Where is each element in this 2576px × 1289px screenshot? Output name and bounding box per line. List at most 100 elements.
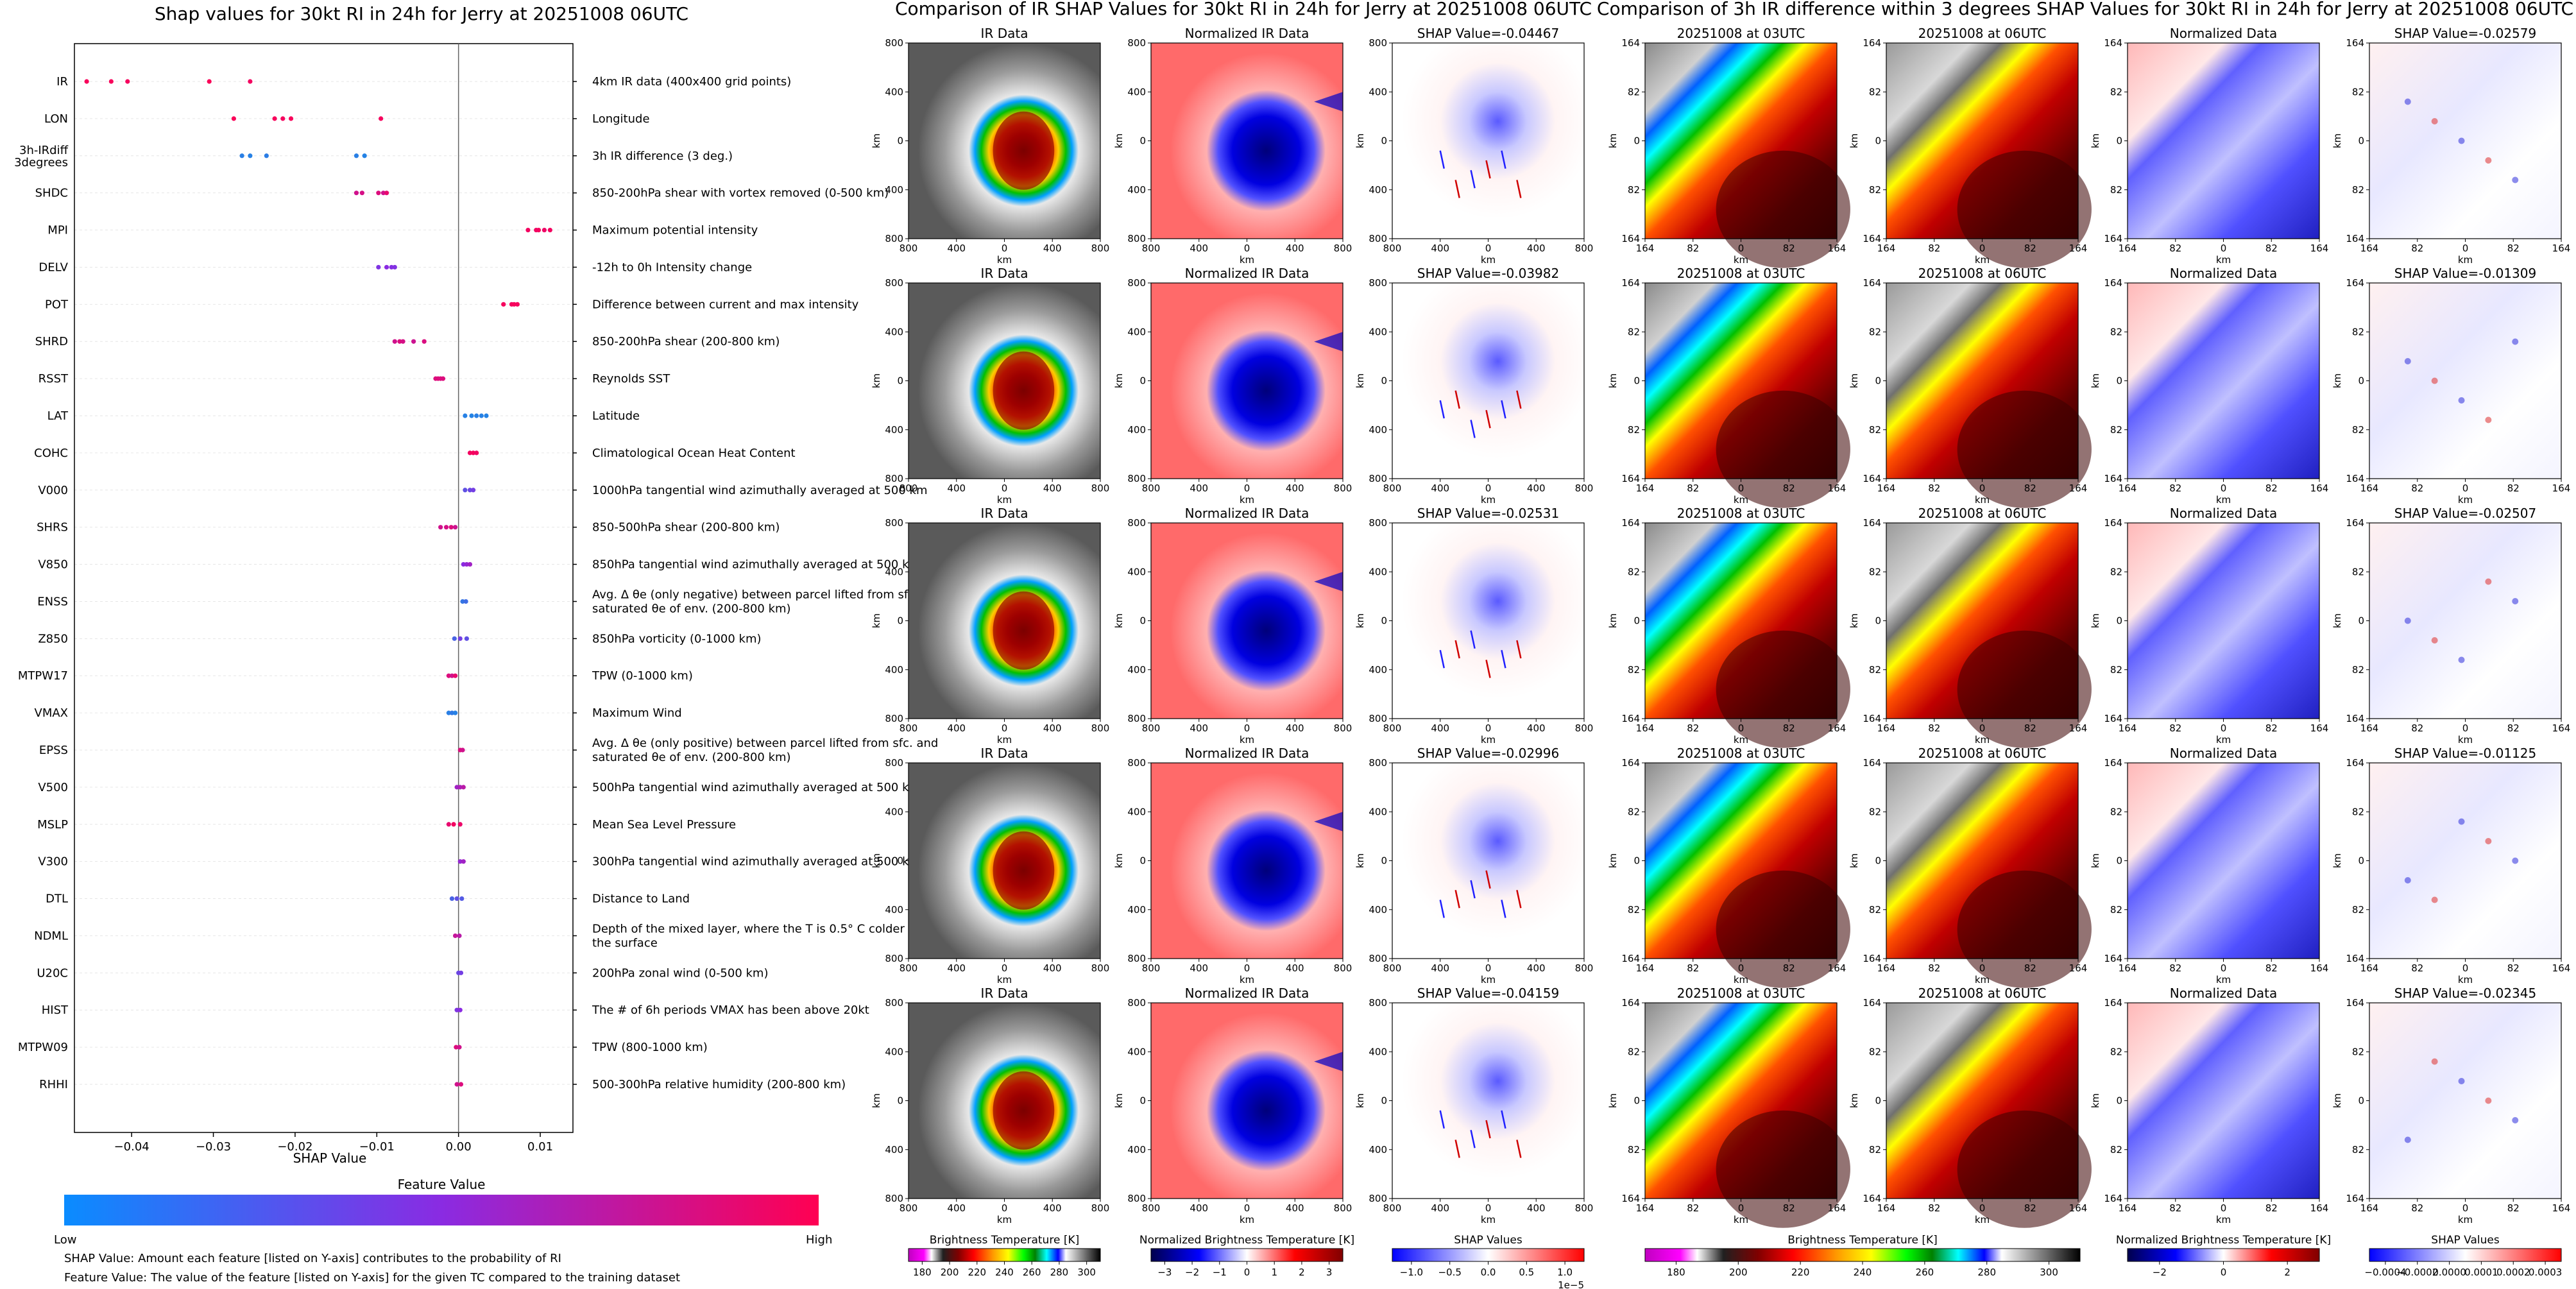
x-tick-label: 82 — [2265, 482, 2278, 494]
x-tick-label: 164 — [2310, 243, 2329, 254]
y-tick-label: 400 — [885, 566, 903, 577]
shap-point — [125, 79, 130, 84]
y-tick-label: 82 — [2352, 904, 2364, 916]
feature-description: 850hPa tangential wind azimuthally avera… — [592, 558, 920, 572]
y-axis-label: km — [1607, 853, 1619, 868]
y-tick-label: 400 — [1369, 424, 1387, 436]
heatmap-image — [2128, 43, 2319, 239]
shap-blob — [2458, 397, 2465, 404]
colorbar-tick-label: 240 — [995, 1267, 1014, 1278]
colorbar-label: Brightness Temperature [K] — [930, 1234, 1079, 1247]
y-tick-label: 82 — [2352, 664, 2364, 676]
shap-point — [454, 1007, 459, 1012]
y-tick-label: 82 — [2352, 86, 2364, 98]
x-tick-label: 400 — [1190, 1202, 1208, 1214]
y-tick-label: 400 — [1369, 806, 1387, 817]
y-tick-label: 400 — [885, 904, 903, 916]
shap-streak — [1516, 1140, 1522, 1158]
y-tick-label: 400 — [1127, 424, 1146, 436]
y-axis-label: km — [871, 853, 882, 868]
shap-streak — [1501, 900, 1506, 918]
shap-streak — [1516, 889, 1522, 909]
x-tick-label: 164 — [2069, 1202, 2088, 1214]
y-tick-label: 82 — [1628, 1046, 1640, 1057]
colorbar-tick-label: 240 — [1854, 1267, 1872, 1278]
shap-streak — [1470, 420, 1476, 438]
y-tick-label: 164 — [2104, 473, 2122, 484]
x-tick-label: 800 — [1575, 722, 1594, 734]
y-tick-label: 0 — [1875, 615, 1881, 627]
heatmap-image — [2369, 1003, 2561, 1199]
x-axis-label: km — [1240, 974, 1254, 986]
x-tick-label: 164 — [1828, 243, 1847, 254]
feature-description: Maximum potential intensity — [592, 224, 758, 237]
shap-streak — [1501, 150, 1506, 169]
feature-label: RHHI — [39, 1078, 68, 1091]
colorbar-gradient — [2127, 1248, 2320, 1262]
colorbar: Brightness Temperature [K] 180 200 220 240 26… — [1644, 1234, 2081, 1278]
shap-point — [359, 191, 364, 196]
y-tick-label: 800 — [885, 1193, 903, 1204]
y-tick-label: 400 — [1369, 904, 1387, 916]
x-tick-label: 164 — [2552, 722, 2571, 734]
shap-point — [457, 636, 463, 641]
colorbar-tick-label: 1.0 — [1557, 1267, 1573, 1278]
feature-description: Latitude — [592, 409, 640, 423]
x-tick-label: 0 — [1485, 482, 1492, 494]
shap-point — [474, 413, 479, 418]
x-tick-label: 82 — [1687, 243, 1699, 254]
y-tick-label: 164 — [1863, 713, 1881, 724]
feature-label: V000 — [38, 484, 68, 497]
x-tick-label: 164 — [1636, 482, 1655, 494]
feature-label: DTL — [46, 892, 68, 906]
shap-blob — [2458, 1078, 2465, 1084]
y-tick-label: 164 — [2104, 757, 2122, 769]
x-tick-label: 800 — [1334, 962, 1352, 974]
feature-label: VMAX — [35, 706, 69, 720]
x-axis-label: km — [997, 254, 1012, 266]
y-axis-label: km — [1848, 853, 1860, 868]
colorbar-tick-label: −2 — [2153, 1267, 2167, 1278]
x-tick-label: 0 — [2462, 1202, 2469, 1214]
feature-description: 850-200hPa shear with vortex removed (0-… — [592, 187, 889, 200]
x-tick-label: 82 — [2024, 243, 2036, 254]
colorbar-tick-label: 180 — [1667, 1267, 1685, 1278]
y-axis-label: km — [1848, 1093, 1860, 1108]
y-tick-label: 164 — [2346, 37, 2364, 49]
shap-streak — [1439, 400, 1445, 419]
cell-title: IR Data — [981, 746, 1028, 761]
y-tick-label: 0 — [1633, 615, 1640, 627]
shap-point — [457, 859, 463, 864]
shap-point — [464, 636, 470, 641]
feature-description: Difference between current and max inten… — [592, 298, 859, 311]
shap-point — [438, 525, 443, 530]
cell-title: 20251008 at 03UTC — [1677, 746, 1805, 761]
cell-title: IR Data — [981, 986, 1028, 1001]
x-tick-label: −0.01 — [359, 1140, 395, 1154]
cell-title: Normalized Data — [2170, 266, 2278, 281]
heatmap-image — [1151, 283, 1343, 479]
shap-point — [449, 710, 455, 715]
y-tick-label: 82 — [1628, 904, 1640, 916]
feature-description: 500hPa tangential wind azimuthally avera… — [592, 781, 920, 794]
x-tick-label: 164 — [2360, 722, 2379, 734]
y-tick-label: 82 — [2110, 806, 2122, 817]
x-tick-label: 82 — [2169, 243, 2181, 254]
x-tick-label: 82 — [2265, 243, 2278, 254]
x-tick-label: 400 — [947, 962, 966, 974]
x-tick-label: 0 — [1738, 722, 1744, 734]
heatmap-image — [1392, 283, 1584, 479]
shap-blob — [2404, 1136, 2411, 1143]
shap-blob — [2404, 877, 2411, 884]
x-axis-label: km — [2216, 734, 2231, 746]
colorbar-gradient — [1392, 1248, 1585, 1262]
y-tick-label: 400 — [1127, 904, 1146, 916]
y-tick-label: 164 — [2104, 277, 2122, 289]
y-tick-label: 82 — [1628, 1144, 1640, 1156]
x-axis-label: km — [1734, 734, 1748, 746]
